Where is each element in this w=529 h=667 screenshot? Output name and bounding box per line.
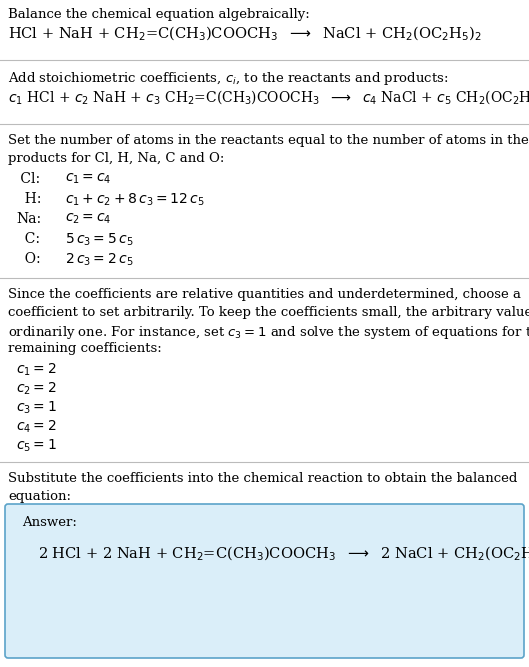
Text: Na:: Na:: [16, 212, 41, 226]
Text: $2\,c_3 = 2\,c_5$: $2\,c_3 = 2\,c_5$: [65, 252, 133, 268]
FancyBboxPatch shape: [5, 504, 524, 658]
Text: $c_1 = c_4$: $c_1 = c_4$: [65, 172, 112, 186]
Text: Since the coefficients are relative quantities and underdetermined, choose a: Since the coefficients are relative quan…: [8, 288, 521, 301]
Text: equation:: equation:: [8, 490, 71, 503]
Text: C:: C:: [16, 232, 40, 246]
Text: Answer:: Answer:: [22, 516, 77, 529]
Text: $c_5 = 1$: $c_5 = 1$: [16, 438, 57, 454]
Text: Add stoichiometric coefficients, $c_i$, to the reactants and products:: Add stoichiometric coefficients, $c_i$, …: [8, 70, 449, 87]
Text: 2 HCl + 2 NaH + CH$_2$=C(CH$_3$)COOCH$_3$  $\longrightarrow$  2 NaCl + CH$_2$(OC: 2 HCl + 2 NaH + CH$_2$=C(CH$_3$)COOCH$_3…: [38, 545, 529, 564]
Text: $c_1 + c_2 + 8\,c_3 = 12\,c_5$: $c_1 + c_2 + 8\,c_3 = 12\,c_5$: [65, 192, 205, 208]
Text: $c_2 = c_4$: $c_2 = c_4$: [65, 212, 112, 226]
Text: O:: O:: [16, 252, 41, 266]
Text: ordinarily one. For instance, set $c_3 = 1$ and solve the system of equations fo: ordinarily one. For instance, set $c_3 =…: [8, 324, 529, 341]
Text: HCl + NaH + CH$_2$=C(CH$_3$)COOCH$_3$  $\longrightarrow$  NaCl + CH$_2$(OC$_2$H$: HCl + NaH + CH$_2$=C(CH$_3$)COOCH$_3$ $\…: [8, 25, 481, 43]
Text: $c_4 = 2$: $c_4 = 2$: [16, 419, 57, 436]
Text: $c_2 = 2$: $c_2 = 2$: [16, 381, 57, 398]
Text: Substitute the coefficients into the chemical reaction to obtain the balanced: Substitute the coefficients into the che…: [8, 472, 517, 485]
Text: $c_1 = 2$: $c_1 = 2$: [16, 362, 57, 378]
Text: products for Cl, H, Na, C and O:: products for Cl, H, Na, C and O:: [8, 152, 224, 165]
Text: $c_3 = 1$: $c_3 = 1$: [16, 400, 57, 416]
Text: coefficient to set arbitrarily. To keep the coefficients small, the arbitrary va: coefficient to set arbitrarily. To keep …: [8, 306, 529, 319]
Text: H:: H:: [16, 192, 41, 206]
Text: Cl:: Cl:: [16, 172, 40, 186]
Text: remaining coefficients:: remaining coefficients:: [8, 342, 162, 355]
Text: $5\,c_3 = 5\,c_5$: $5\,c_3 = 5\,c_5$: [65, 232, 133, 248]
Text: Balance the chemical equation algebraically:: Balance the chemical equation algebraica…: [8, 8, 310, 21]
Text: Set the number of atoms in the reactants equal to the number of atoms in the: Set the number of atoms in the reactants…: [8, 134, 529, 147]
Text: $c_1$ HCl + $c_2$ NaH + $c_3$ CH$_2$=C(CH$_3$)COOCH$_3$  $\longrightarrow$  $c_4: $c_1$ HCl + $c_2$ NaH + $c_3$ CH$_2$=C(C…: [8, 88, 529, 106]
